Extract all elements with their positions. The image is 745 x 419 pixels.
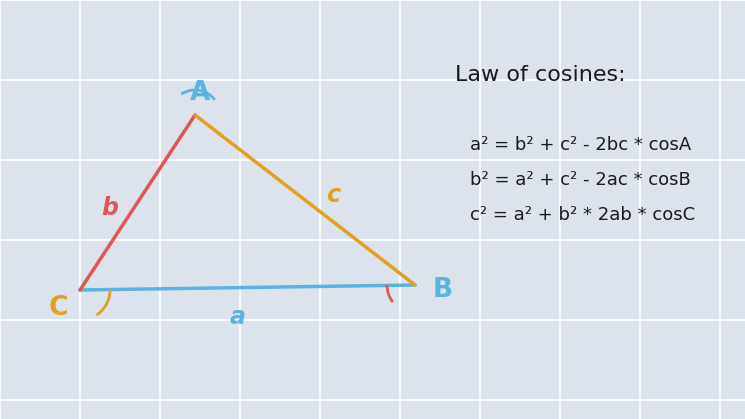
Text: Law of cosines:: Law of cosines:: [455, 65, 626, 85]
Text: B: B: [433, 277, 453, 303]
Text: c: c: [326, 183, 340, 207]
Text: b: b: [101, 196, 118, 220]
Text: a: a: [229, 305, 246, 329]
Text: a² = b² + c² - 2bc * cosA: a² = b² + c² - 2bc * cosA: [470, 136, 691, 154]
Text: b² = a² + c² - 2ac * cosB: b² = a² + c² - 2ac * cosB: [470, 171, 691, 189]
Text: c² = a² + b² * 2ab * cosC: c² = a² + b² * 2ab * cosC: [470, 206, 695, 224]
Text: A: A: [190, 80, 210, 106]
Text: C: C: [48, 295, 68, 321]
